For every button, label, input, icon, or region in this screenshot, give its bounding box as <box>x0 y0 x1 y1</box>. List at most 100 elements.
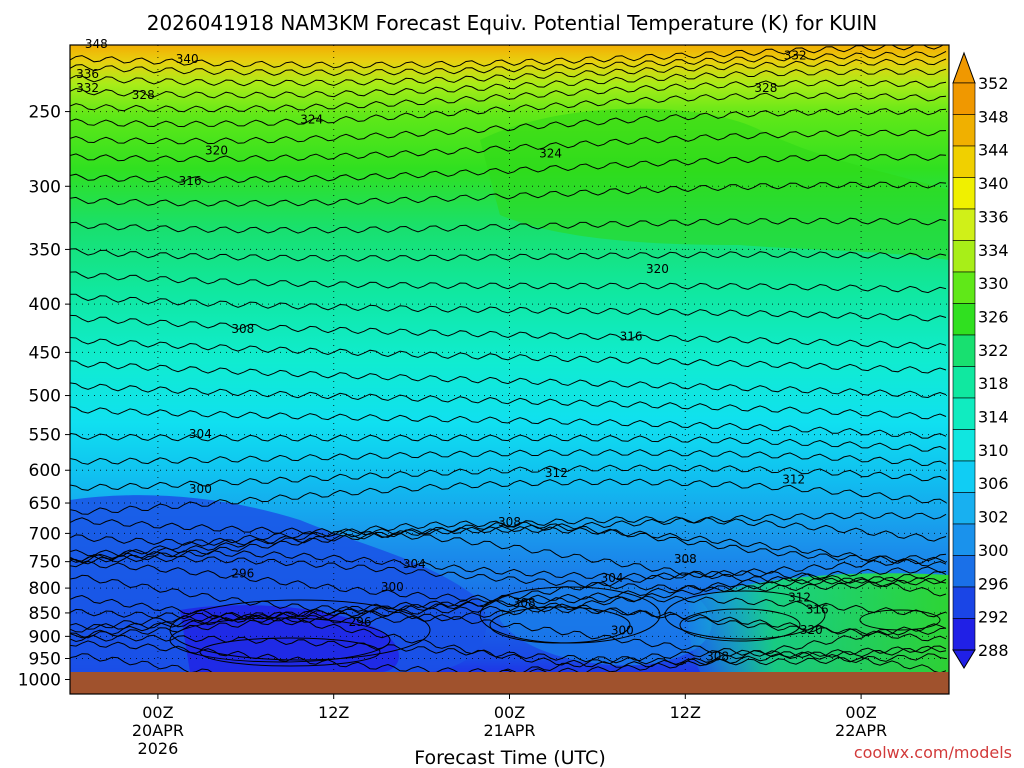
contour-label: 312 <box>788 591 811 605</box>
colorbar-segment <box>952 492 976 525</box>
contour-line <box>70 530 947 585</box>
colorbar-label: 352 <box>978 74 1009 93</box>
y-tick-label: 900 <box>29 627 61 647</box>
colorbar-label: 310 <box>978 441 1009 460</box>
contour-label-text: 340 <box>176 52 199 66</box>
y-axis: 250 300 350 400 450 500 550 600 650 700 750 800 850 9… <box>18 103 70 691</box>
contour-line <box>70 50 947 77</box>
x-tick-label: 00Z <box>494 703 525 722</box>
contour-label-text: 316 <box>620 330 643 344</box>
contour-label-text: 312 <box>788 591 811 605</box>
contour-label: 320 <box>800 623 823 637</box>
contour-line <box>70 271 947 294</box>
contour-label-text: 336 <box>76 67 99 81</box>
x-tick-label: 2026 <box>138 739 179 758</box>
x-axis-title: Forecast Time (UTC) <box>414 747 605 768</box>
contour-lines <box>70 45 947 672</box>
contour-label-text: 324 <box>300 113 323 127</box>
contour-label: 300 <box>611 623 634 637</box>
contour-label: 304 <box>189 427 212 441</box>
contour-line <box>70 555 947 592</box>
contour-label: 312 <box>782 473 805 487</box>
contour-label-text: 308 <box>706 649 729 663</box>
contour-label-text: 300 <box>611 623 634 637</box>
x-tick-label: 12Z <box>318 703 349 722</box>
x-tick-label: 00Z <box>845 703 876 722</box>
y-tick-label: 300 <box>29 177 61 197</box>
y-tick-label: 1000 <box>18 671 61 691</box>
contour-label-text: 320 <box>646 262 669 276</box>
credit-text: coolwx.com/models <box>854 743 1012 762</box>
contour-line <box>70 129 947 163</box>
contour-line <box>70 512 947 536</box>
y-tick-label: 450 <box>29 343 61 363</box>
contour-label: 304 <box>601 571 624 585</box>
contour-line <box>664 590 826 640</box>
colorbar-segment <box>952 177 976 210</box>
contour-label-text: 348 <box>85 37 108 51</box>
contour-label-text: 304 <box>403 557 426 571</box>
colorbar: 352 348 344 340 336 334 330 326 322 318 314 310 306 3… <box>952 51 1009 669</box>
contour-label: 312 <box>545 466 568 480</box>
contour-line <box>70 640 947 672</box>
contour-line <box>70 449 947 467</box>
contour-line <box>70 248 947 262</box>
contour-label: 308 <box>513 596 536 610</box>
contour-line <box>70 154 947 184</box>
x-tick-label: 00Z <box>142 703 173 722</box>
contour-label: 308 <box>498 515 521 529</box>
colorbar-segment <box>952 240 976 273</box>
contour-label: 308 <box>231 322 254 336</box>
ground-strip <box>70 672 949 694</box>
colorbar-segment <box>952 586 976 619</box>
colorbar-label: 314 <box>978 408 1009 427</box>
colorbar-segment <box>952 82 976 115</box>
contour-label-text: 296 <box>349 615 372 629</box>
y-tick-label: 800 <box>29 579 61 599</box>
colorbar-segment <box>952 429 976 462</box>
contour-line <box>70 68 947 99</box>
contour-label-text: 296 <box>231 566 254 580</box>
contour-line <box>70 217 947 234</box>
y-tick-label: 700 <box>29 524 61 544</box>
contour-label-text: 328 <box>132 88 155 102</box>
cold-pool-upper <box>70 495 487 672</box>
gridlines <box>70 45 949 672</box>
colorbar-label: 288 <box>978 641 1009 660</box>
contour-line <box>70 406 947 439</box>
colorbar-label: 318 <box>978 374 1009 393</box>
contour-line <box>70 605 947 642</box>
contour-label: 300 <box>189 482 212 496</box>
y-tick-label: 600 <box>29 461 61 481</box>
y-tick-label: 400 <box>29 295 61 315</box>
contour-line <box>169 599 431 661</box>
contour-line <box>70 516 947 546</box>
contour-label: 320 <box>646 262 669 276</box>
y-tick-label: 850 <box>29 604 61 624</box>
colorbar-label: 340 <box>978 174 1009 193</box>
contour-line <box>70 610 947 659</box>
contour-label-text: 308 <box>231 322 254 336</box>
contour-label: 324 <box>539 147 562 161</box>
contour-label: 316 <box>620 330 643 344</box>
contour-label: 336 <box>76 67 99 81</box>
contour-label-text: 332 <box>76 81 99 95</box>
y-tick-label: 650 <box>29 494 61 514</box>
contour-label-text: 304 <box>189 427 212 441</box>
contour-label-text: 316 <box>179 174 202 188</box>
contour-label-text: 320 <box>800 623 823 637</box>
contour-label-text: 308 <box>513 596 536 610</box>
contour-field <box>70 45 949 672</box>
colorbar-segment <box>952 303 976 336</box>
colorbar-top-arrow <box>952 51 976 84</box>
colorbar-label: 334 <box>978 241 1009 260</box>
y-tick-label: 950 <box>29 649 61 669</box>
contour-line <box>70 526 947 567</box>
contour-line <box>70 58 947 87</box>
contour-label-text: 312 <box>782 473 805 487</box>
colorbar-label: 336 <box>978 207 1009 226</box>
contour-line <box>70 360 947 399</box>
contour-line <box>70 337 947 374</box>
